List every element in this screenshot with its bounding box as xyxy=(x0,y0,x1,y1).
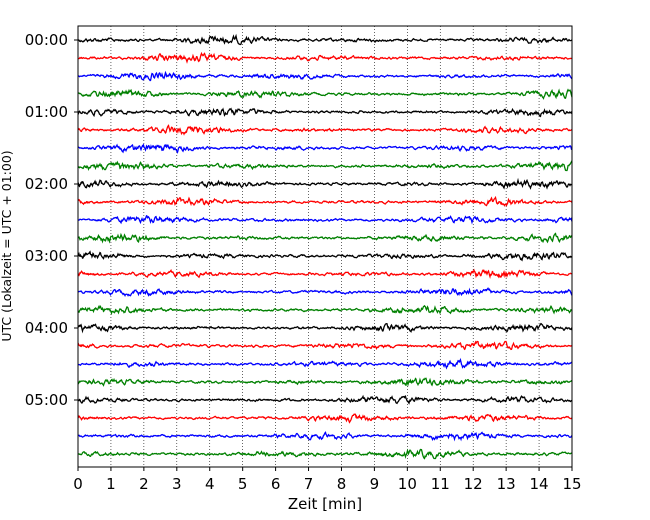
x-tick-label: 12 xyxy=(464,475,483,493)
x-tick-label: 0 xyxy=(73,475,83,493)
x-tick-label: 2 xyxy=(139,475,149,493)
y-tick-label: 03:00 xyxy=(25,247,68,265)
x-tick-label: 4 xyxy=(205,475,215,493)
y-axis-label: UTC (Lokalzeit = UTC + 01:00) xyxy=(0,150,14,341)
x-tick-label: 3 xyxy=(172,475,182,493)
trace-0245 xyxy=(77,232,573,244)
plot-frame xyxy=(77,25,573,468)
trace-0045 xyxy=(77,88,573,100)
x-tick-label: 11 xyxy=(431,475,450,493)
y-tick-label: 04:00 xyxy=(25,319,68,337)
trace-0000 xyxy=(77,33,573,46)
x-tick-label: 15 xyxy=(562,475,581,493)
y-axis-ticks: 00:00 01:00 02:00 03:00 04:00 05:00 xyxy=(25,31,78,409)
trace-0430 xyxy=(77,357,573,370)
x-tick-label: 1 xyxy=(106,475,116,493)
trace-0145 xyxy=(77,160,573,172)
x-tick-label: 9 xyxy=(370,475,380,493)
x-tick-label: 14 xyxy=(530,475,549,493)
trace-0100 xyxy=(77,107,573,118)
trace-0500 xyxy=(77,394,573,405)
trace-0515 xyxy=(77,413,573,424)
x-axis-label: Zeit [min] xyxy=(288,495,362,513)
x-axis-ticks: 0 1 2 3 4 5 6 7 8 9 10 11 12 13 14 15 xyxy=(73,467,582,493)
trace-0330 xyxy=(77,287,573,297)
trace-0030 xyxy=(77,70,573,82)
y-tick-label: 01:00 xyxy=(25,103,68,121)
x-tick-label: 13 xyxy=(497,475,516,493)
trace-0230 xyxy=(77,214,573,225)
trace-0530 xyxy=(77,431,573,442)
trace-0415 xyxy=(77,340,573,351)
trace-0400 xyxy=(77,322,573,334)
trace-0545 xyxy=(77,448,573,460)
trace-0215 xyxy=(77,195,573,207)
trace-0115 xyxy=(77,124,573,136)
y-tick-label: 02:00 xyxy=(25,175,68,193)
x-tick-label: 7 xyxy=(304,475,314,493)
trace-0300 xyxy=(77,250,573,262)
trace-0445 xyxy=(77,377,573,387)
x-tick-label: 5 xyxy=(238,475,248,493)
x-tick-label: 10 xyxy=(398,475,417,493)
x-tick-label: 6 xyxy=(271,475,281,493)
y-tick-label: 05:00 xyxy=(25,391,68,409)
trace-0200 xyxy=(77,177,573,190)
x-tick-label: 8 xyxy=(337,475,347,493)
trace-0315 xyxy=(77,268,573,279)
trace-0130 xyxy=(77,143,573,154)
y-tick-label: 00:00 xyxy=(25,31,68,49)
trace-0345 xyxy=(77,304,573,316)
traces-group xyxy=(77,33,573,460)
trace-0015 xyxy=(77,51,573,64)
